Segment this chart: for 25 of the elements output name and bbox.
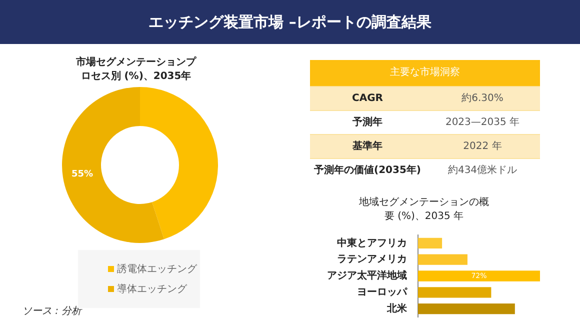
bar <box>418 287 492 298</box>
bar <box>418 238 442 249</box>
text: 予測年 <box>310 110 425 134</box>
text: 予測年の価値(2035年) <box>310 158 425 182</box>
chart-title: 市場セグメンテーションプロセス別 (%)、2035年 <box>75 56 198 84</box>
text: 基準年 <box>310 134 425 158</box>
text: エッチング装置市場 –レポートの調査結果 <box>0 0 580 44</box>
legend-label: 導体エッチング <box>117 282 187 296</box>
text: 約434億米ドル <box>425 158 540 182</box>
bar <box>418 254 468 265</box>
chart-title: 地域セグメンテーションの概要 (%)、2035 年 <box>358 196 490 224</box>
bar <box>418 270 540 282</box>
text: CAGR <box>310 86 425 110</box>
y-tick-label: 中東とアフリカ <box>337 236 407 249</box>
y-tick-label: ラテンアメリカ <box>337 254 407 266</box>
text: 2023—2035 年 <box>425 110 540 134</box>
text: 2022 年 <box>425 134 540 158</box>
y-tick-label: 北米 <box>386 302 408 314</box>
data-label: 55% <box>71 169 93 180</box>
y-tick-label: アジア太平洋地域 <box>327 270 407 282</box>
bar <box>418 303 515 314</box>
text: 主要な市場洞察 <box>310 60 540 86</box>
y-tick-label: ヨーロッパ <box>357 286 408 298</box>
legend-label: 誘電体エッチング <box>117 262 197 276</box>
text: 約6.30% <box>425 86 540 110</box>
